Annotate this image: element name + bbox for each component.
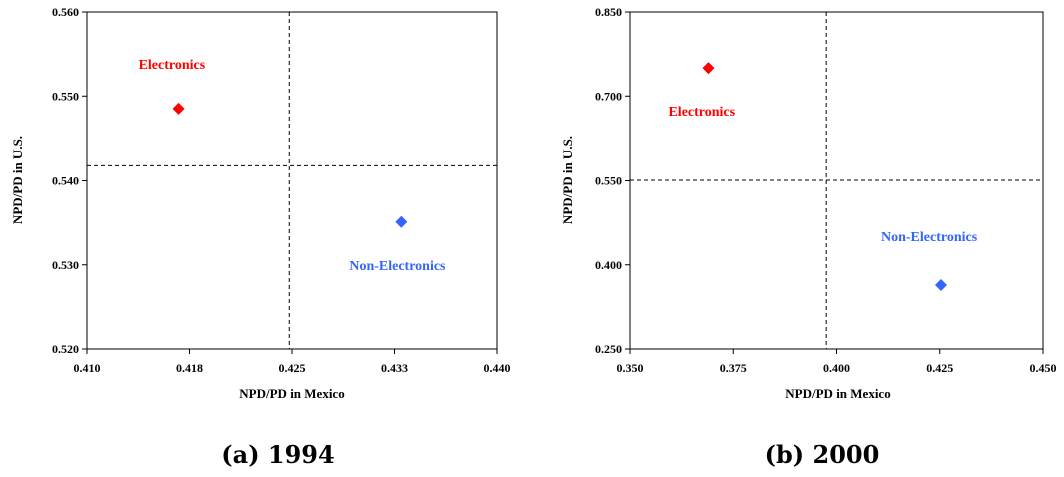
y-tick-label-a: 0.540 <box>52 174 79 188</box>
y-axis-title-a: NPD/PD in U.S. <box>10 136 25 224</box>
y-tick-label-b: 0.550 <box>595 174 622 188</box>
y-tick-label-b: 0.700 <box>595 89 622 103</box>
x-tick-label-b: 0.450 <box>1030 361 1057 375</box>
plot-frame-b <box>629 11 1044 350</box>
y-tick-label-b: 0.400 <box>595 258 622 272</box>
x-tick-label-a: 0.410 <box>74 361 101 375</box>
x-tick-label-b: 0.425 <box>926 361 953 375</box>
y-tick-label-b: 0.250 <box>595 342 622 356</box>
x-axis-title-a: NPD/PD in Mexico <box>239 386 344 401</box>
data-point-non-electronics-a <box>395 215 408 228</box>
data-point-non-electronics-b <box>934 278 947 291</box>
data-point-electronics-a <box>172 102 185 115</box>
point-label-electronics-a: Electronics <box>139 58 206 73</box>
x-tick-label-a: 0.418 <box>176 361 203 375</box>
x-tick-label-a: 0.440 <box>484 361 511 375</box>
x-tick-label-a: 0.433 <box>381 361 408 375</box>
x-tick-label-b: 0.375 <box>720 361 747 375</box>
caption-a: (a) 1994 <box>221 440 334 469</box>
y-tick-label-a: 0.520 <box>52 342 79 356</box>
y-tick-label-b: 0.850 <box>595 5 622 19</box>
x-tick-label-a: 0.425 <box>279 361 306 375</box>
point-label-electronics-b: Electronics <box>668 105 735 120</box>
data-point-electronics-b <box>702 62 715 75</box>
caption-b: (b) 2000 <box>765 440 880 469</box>
chart-panel-b: NPD/PD in Mexico NPD/PD in U.S. (b) 2000 <box>560 11 1044 469</box>
x-tick-label-b: 0.400 <box>823 361 850 375</box>
point-label-non-electronics-b: Non-Electronics <box>881 230 978 245</box>
x-axis-title-b: NPD/PD in Mexico <box>785 386 890 401</box>
point-label-non-electronics-a: Non-Electronics <box>349 259 446 274</box>
y-tick-label-a: 0.530 <box>52 258 79 272</box>
x-tick-label-b: 0.350 <box>617 361 644 375</box>
y-axis-title-b: NPD/PD in U.S. <box>560 136 575 224</box>
chart-panel-a: NPD/PD in Mexico NPD/PD in U.S. (a) 1994 <box>10 11 498 469</box>
y-tick-label-a: 0.560 <box>52 5 79 19</box>
y-tick-label-a: 0.550 <box>52 89 79 103</box>
